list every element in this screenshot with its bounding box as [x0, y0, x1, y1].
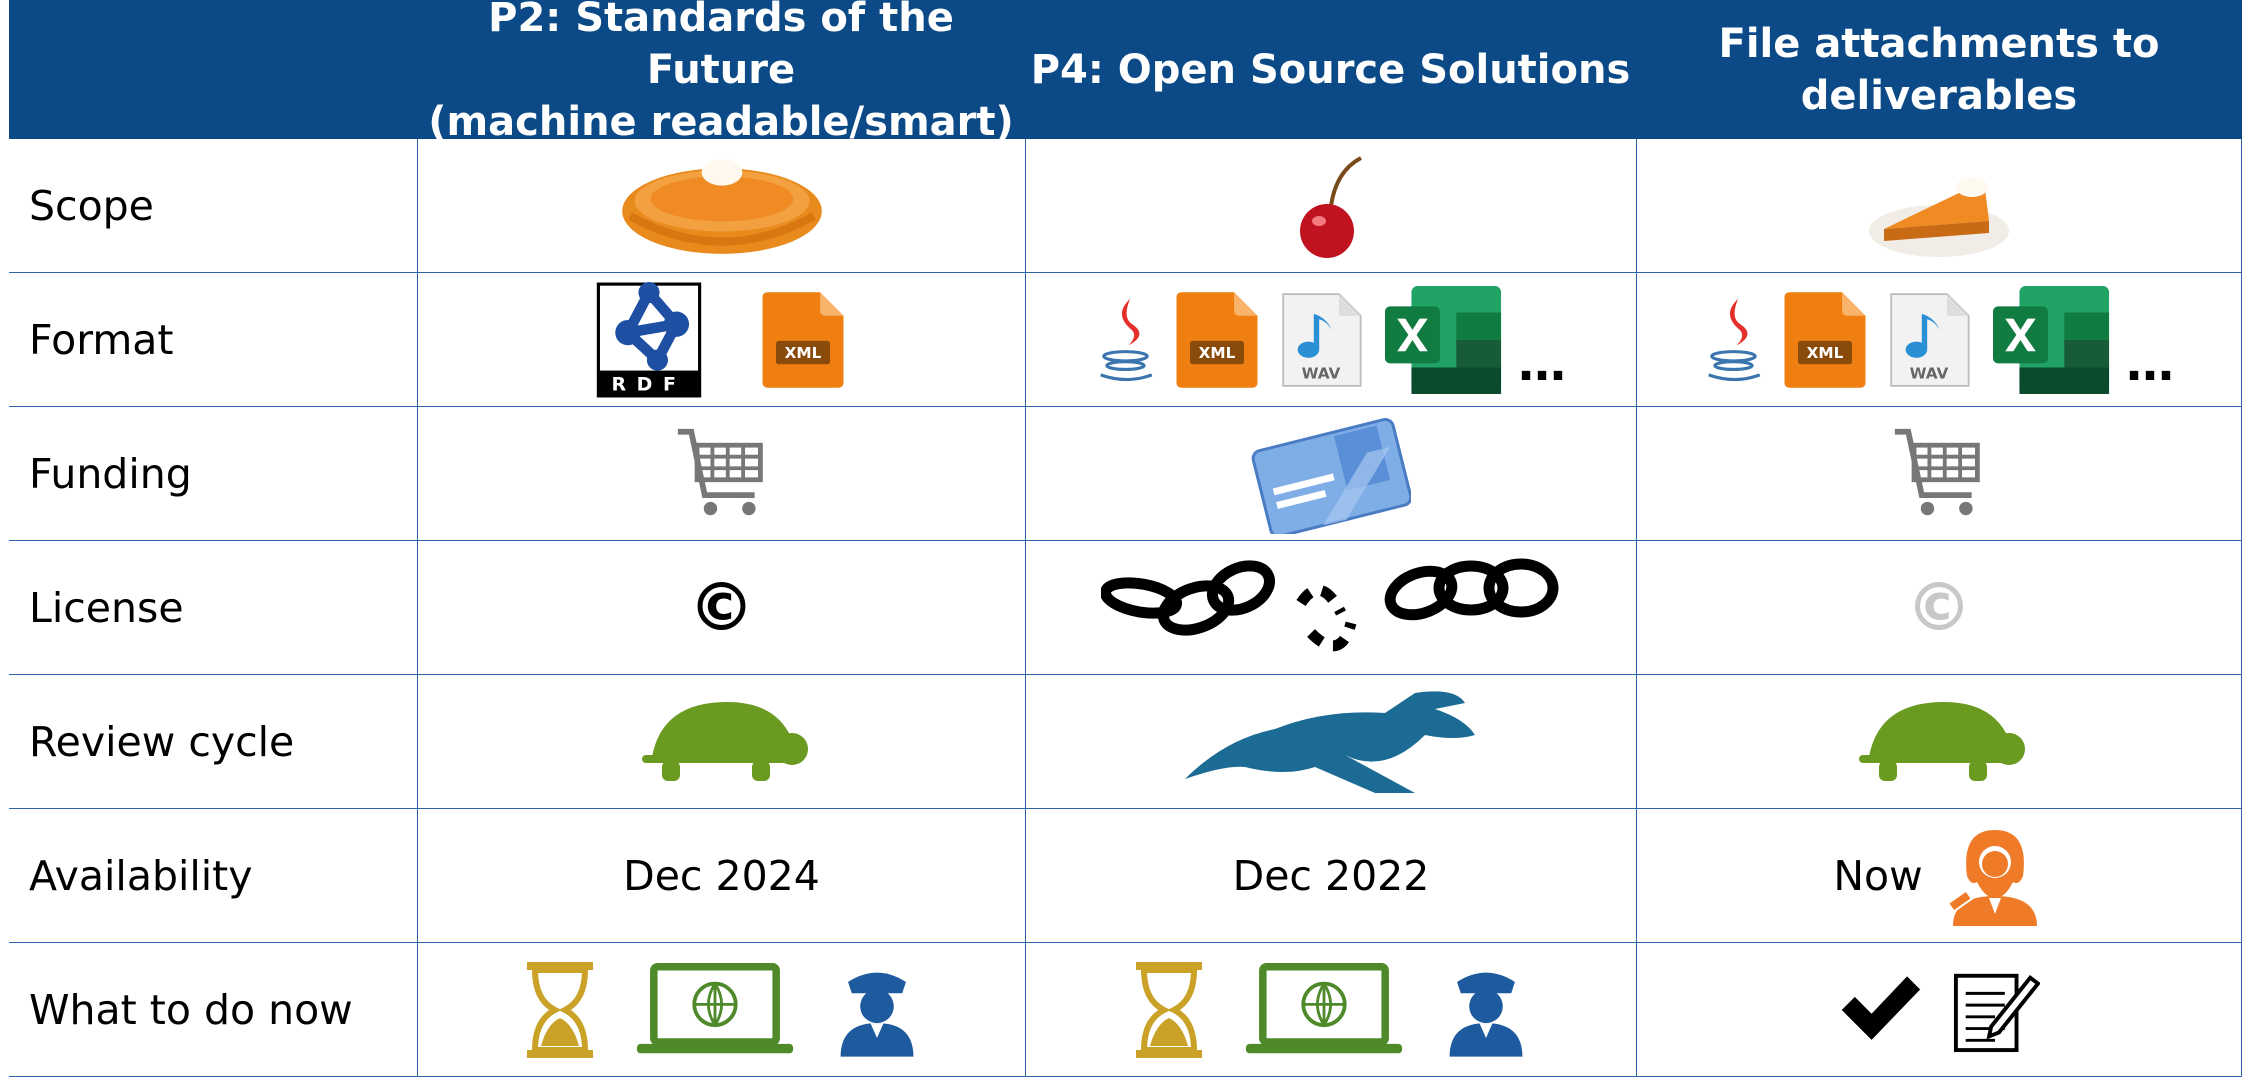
document-icon — [1952, 966, 2040, 1054]
cell: © — [417, 541, 1025, 675]
cart-icon — [1891, 426, 1987, 522]
officer-icon — [1444, 962, 1528, 1058]
laptop-icon — [635, 962, 795, 1058]
ellipsis: … — [1518, 336, 1566, 392]
header-line: P4: Open Source Solutions — [1030, 46, 1631, 93]
java-icon — [1704, 285, 1766, 395]
cell — [1636, 943, 2242, 1077]
cell — [1636, 407, 2242, 541]
icon-label: XML — [1199, 344, 1236, 362]
ellipsis: … — [2126, 336, 2174, 392]
cell — [1636, 675, 2242, 809]
cart-icon — [674, 426, 770, 522]
header-cell: File attachments to deliverables — [1636, 0, 2242, 139]
icon-label: RDF — [611, 373, 686, 395]
row-label: Funding — [9, 407, 417, 541]
cell: © — [1636, 541, 2242, 675]
java-icon — [1096, 285, 1158, 395]
header-cell: P2: Standards of the Future (machine read… — [417, 0, 1025, 145]
cell — [1025, 675, 1636, 809]
hourglass-icon — [525, 960, 595, 1060]
cell — [417, 943, 1025, 1077]
header-corner — [9, 0, 417, 139]
row-label: What to do now — [9, 943, 417, 1077]
header-line: (machine readable/smart) — [428, 98, 1014, 145]
cell: XML WAV … — [1636, 273, 2242, 407]
laptop-icon — [1244, 962, 1404, 1058]
cell: Dec 2022 — [1025, 809, 1636, 943]
header-cell: P4: Open Source Solutions — [1025, 0, 1636, 139]
pie-slice-icon — [1864, 151, 2014, 261]
availability-text: Dec 2024 — [623, 851, 820, 900]
excel-icon — [1988, 284, 2112, 396]
xml-icon: XML — [1172, 283, 1262, 397]
cherry-icon — [1281, 151, 1381, 261]
cell: RDF XML — [417, 273, 1025, 407]
cell — [1025, 943, 1636, 1077]
pie-icon — [620, 150, 824, 262]
cell — [417, 407, 1025, 541]
icon-label: WAV — [1910, 364, 1949, 382]
icon-label: WAV — [1302, 364, 1341, 382]
header-line: P2: Standards of the Future — [488, 0, 954, 93]
comparison-table: P2: Standards of the Future (machine read… — [9, 0, 2242, 1077]
excel-icon — [1380, 284, 1504, 396]
xml-icon: XML — [758, 283, 848, 397]
officer-icon — [835, 962, 919, 1058]
cell: Now — [1636, 809, 2242, 943]
row-label: Review cycle — [9, 675, 417, 809]
row-label: Availability — [9, 809, 417, 943]
wav-icon: WAV — [1276, 283, 1366, 397]
cell: XML WAV … — [1025, 273, 1636, 407]
icon-label: XML — [784, 344, 821, 362]
row-label: Scope — [9, 139, 417, 273]
cell — [1636, 139, 2242, 273]
turtle-icon — [1849, 697, 2029, 787]
copyright-symbol: © — [688, 569, 755, 646]
hourglass-icon — [1134, 960, 1204, 1060]
cell: Dec 2024 — [417, 809, 1025, 943]
member-card-icon — [1251, 414, 1411, 534]
cell — [1025, 139, 1636, 273]
cell — [1025, 407, 1636, 541]
copyright-symbol: © — [1906, 569, 1972, 646]
hare-icon — [1181, 687, 1481, 797]
turtle-icon — [632, 697, 812, 787]
icon-label: XML — [1807, 344, 1844, 362]
cell — [1025, 541, 1636, 675]
header-line: deliverables — [1800, 72, 2078, 119]
xml-icon: XML — [1780, 283, 1870, 397]
wav-icon: WAV — [1884, 283, 1974, 397]
cell — [417, 139, 1025, 273]
cell — [417, 675, 1025, 809]
rdf-icon: RDF — [596, 282, 702, 398]
availability-text: Now — [1833, 851, 1923, 900]
lawyer-icon — [1945, 826, 2045, 926]
header-line: File attachments to — [1718, 20, 2160, 67]
broken-chain-icon — [1101, 553, 1561, 663]
checkmark-icon — [1838, 972, 1922, 1048]
row-label: Format — [9, 273, 417, 407]
row-label: License — [9, 541, 417, 675]
availability-text: Dec 2022 — [1232, 851, 1430, 900]
